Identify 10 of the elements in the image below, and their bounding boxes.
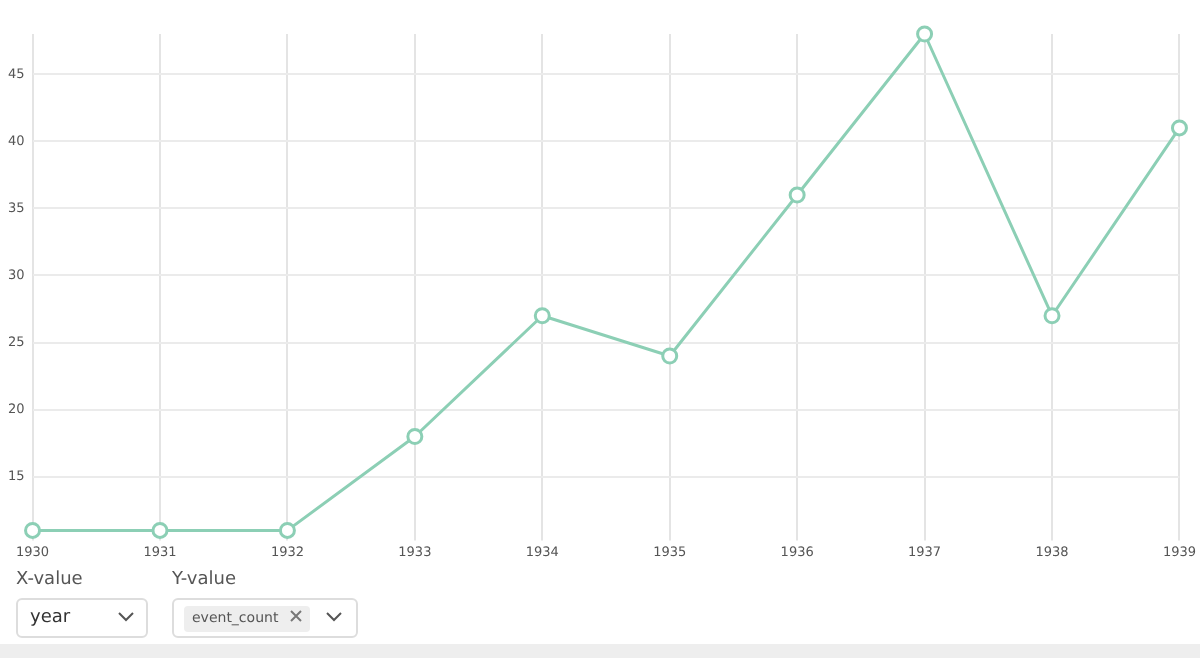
point <box>1170 119 1188 137</box>
text: Y-value <box>172 570 237 590</box>
point <box>661 347 679 365</box>
point <box>1043 307 1061 325</box>
text: X-value <box>16 570 83 590</box>
point <box>916 25 934 43</box>
point <box>788 186 806 204</box>
point <box>406 427 424 445</box>
point <box>533 307 551 325</box>
text: year <box>30 608 71 628</box>
